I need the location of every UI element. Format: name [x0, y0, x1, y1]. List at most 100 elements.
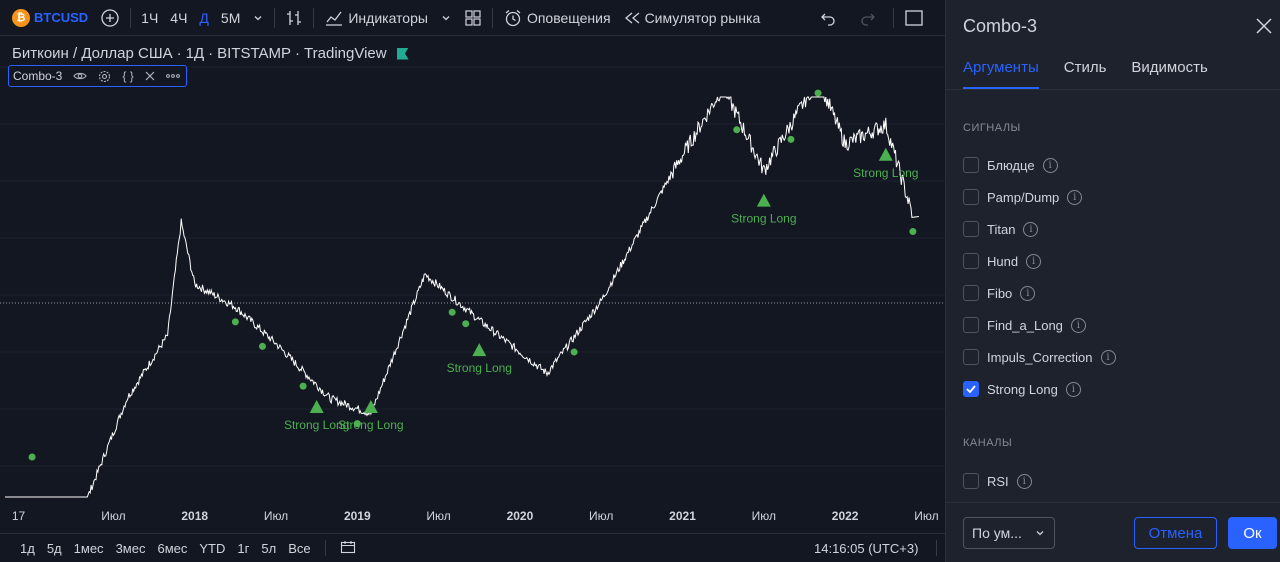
- info-icon[interactable]: i: [1065, 381, 1081, 397]
- info-icon[interactable]: i: [1026, 253, 1042, 269]
- range-3m[interactable]: 3мес: [115, 540, 146, 556]
- compare-button[interactable]: [94, 0, 126, 36]
- interval-1d[interactable]: Д: [199, 9, 209, 26]
- indicators-icon: [326, 11, 343, 26]
- signal-option-label: Impuls_Correction: [987, 349, 1093, 365]
- signal-option[interactable]: Find_a_Long i: [963, 316, 1086, 334]
- cancel-button[interactable]: Отмена: [1134, 517, 1217, 549]
- price-series-line: [5, 96, 919, 498]
- signal-option-label: Hund: [987, 253, 1019, 269]
- replay-button[interactable]: Симулятор рынка: [617, 0, 767, 36]
- signal-option[interactable]: Блюдце i: [963, 156, 1058, 174]
- range-ytd[interactable]: YTD: [199, 540, 226, 556]
- clock-timezone[interactable]: 14:16:05 (UTC+3): [814, 541, 919, 556]
- interval-dropdown[interactable]: [246, 0, 270, 36]
- indicators-button[interactable]: Индикаторы: [318, 0, 434, 36]
- range-1y[interactable]: 1г: [237, 540, 250, 556]
- checkbox[interactable]: [963, 221, 979, 237]
- checkbox[interactable]: [963, 189, 979, 205]
- checkbox[interactable]: [963, 285, 979, 301]
- x-axis-label: Июл: [426, 509, 450, 523]
- info-icon[interactable]: i: [1023, 221, 1039, 237]
- x-axis-label: 2022: [832, 509, 859, 523]
- study-legend[interactable]: Combo-3 { }: [8, 65, 187, 87]
- signal-dot: [353, 420, 361, 428]
- interval-1h[interactable]: 1Ч: [141, 9, 159, 26]
- strong-long-label: Strong Long: [853, 166, 918, 180]
- info-icon[interactable]: i: [1016, 473, 1032, 489]
- checkbox[interactable]: [963, 253, 979, 269]
- ok-button[interactable]: Ок: [1228, 517, 1277, 549]
- signal-option[interactable]: Hund i: [963, 252, 1042, 270]
- info-icon[interactable]: i: [1042, 157, 1058, 173]
- info-icon[interactable]: i: [1070, 317, 1086, 333]
- close-icon[interactable]: [1255, 17, 1273, 35]
- defaults-dropdown[interactable]: По ум...: [963, 517, 1055, 549]
- more-icon[interactable]: [165, 74, 180, 78]
- defaults-label: По ум...: [972, 525, 1022, 541]
- gear-icon[interactable]: [98, 70, 111, 83]
- info-icon[interactable]: i: [1020, 285, 1036, 301]
- signal-option[interactable]: Titan i: [963, 220, 1039, 238]
- signal-option[interactable]: Impuls_Correction i: [963, 348, 1116, 366]
- range-6m[interactable]: 6мес: [157, 540, 188, 556]
- braces-icon[interactable]: { }: [122, 69, 134, 83]
- info-icon[interactable]: i: [1067, 189, 1083, 205]
- strong-long-label: Strong Long: [338, 418, 403, 432]
- tab-arguments[interactable]: Аргументы: [963, 59, 1039, 89]
- layout-button[interactable]: [458, 0, 488, 36]
- chart-pane[interactable]: Strong Long Strong Long Strong Long Strong …: [0, 37, 945, 527]
- close-icon[interactable]: [145, 71, 155, 81]
- study-name: Combo-3: [13, 69, 63, 83]
- checkbox-checked[interactable]: [963, 381, 979, 397]
- exchange-label: BITSTAMP: [217, 45, 292, 62]
- strong-long-label: Strong Long: [447, 361, 512, 375]
- signal-option[interactable]: Pamp/Dump i: [963, 188, 1083, 206]
- signal-dot: [299, 382, 307, 390]
- range-1d[interactable]: 1д: [20, 540, 35, 556]
- interval-5m[interactable]: 5М: [220, 9, 241, 26]
- undo-button[interactable]: [813, 0, 843, 36]
- info-icon[interactable]: i: [1100, 349, 1116, 365]
- indicators-dropdown[interactable]: [434, 0, 458, 36]
- strong-long-marker: [472, 343, 487, 357]
- checkbox[interactable]: [963, 349, 979, 365]
- checkbox[interactable]: [963, 157, 979, 173]
- indicator-settings-dialog: Combo-3 Аргументы Стиль Видимость СИГНАЛ…: [945, 0, 1280, 562]
- strong-long-marker: [878, 147, 893, 161]
- dialog-title: Combo-3: [963, 16, 1038, 36]
- tab-style[interactable]: Стиль: [1063, 59, 1107, 76]
- signal-option-label: Блюдце: [987, 157, 1035, 173]
- signal-option[interactable]: Strong Long i: [963, 380, 1081, 398]
- range-5d[interactable]: 5д: [46, 540, 62, 556]
- checkbox[interactable]: [963, 473, 979, 489]
- channel-option[interactable]: RSI i: [963, 472, 1032, 490]
- bitcoin-logo-icon: ₿: [12, 8, 30, 27]
- fullscreen-button[interactable]: [898, 0, 930, 36]
- undo-icon: [821, 13, 835, 26]
- alerts-button[interactable]: Оповещения: [497, 0, 617, 36]
- chart-style-button[interactable]: [279, 0, 309, 36]
- indicators-label: Индикаторы: [348, 9, 428, 26]
- range-all[interactable]: Все: [288, 540, 311, 556]
- replay-icon: [624, 12, 639, 23]
- redo-button[interactable]: [853, 0, 883, 36]
- interval-4h[interactable]: 4Ч: [170, 9, 188, 26]
- signal-option[interactable]: Fibo i: [963, 284, 1036, 302]
- symbol-description: Биткоин / Доллар США: [12, 45, 173, 62]
- strong-long-marker: [756, 193, 771, 207]
- checkbox[interactable]: [963, 317, 979, 333]
- eye-icon[interactable]: [73, 71, 87, 81]
- top-toolbar: ₿ BTCUSD 1Ч 4Ч Д 5М Индикаторы Оповещени…: [0, 0, 945, 36]
- alerts-label: Оповещения: [526, 9, 611, 26]
- strong-long-label: Strong Long: [284, 418, 349, 432]
- range-1m[interactable]: 1мес: [73, 540, 104, 556]
- symbol-search[interactable]: ₿ BTCUSD: [0, 0, 94, 36]
- tab-visibility[interactable]: Видимость: [1131, 59, 1208, 76]
- range-5y[interactable]: 5л: [261, 540, 277, 556]
- signal-dot: [787, 135, 795, 143]
- plus-circle-icon: [101, 8, 119, 27]
- x-axis-label: Июл: [752, 509, 776, 523]
- goto-date-button[interactable]: [334, 540, 362, 557]
